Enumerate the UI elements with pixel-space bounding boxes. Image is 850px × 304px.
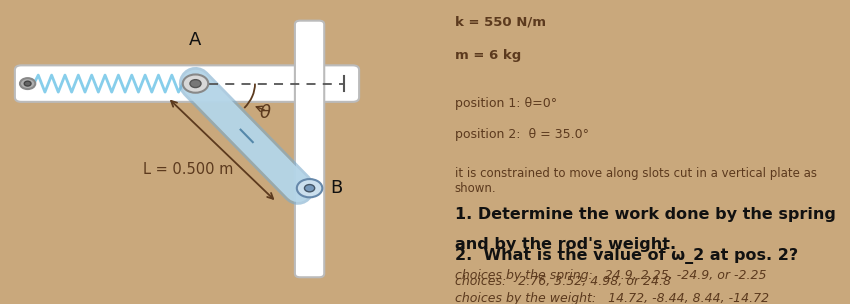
FancyBboxPatch shape [15,65,359,102]
Text: k = 550 N/m: k = 550 N/m [455,15,546,28]
Text: m = 6 kg: m = 6 kg [455,49,521,62]
Text: θ: θ [259,104,270,122]
Text: L = 0.500 m: L = 0.500 m [143,162,233,177]
Circle shape [190,80,201,88]
FancyBboxPatch shape [295,21,324,277]
Circle shape [183,74,208,93]
Text: choices by the weight:   14.72, -8.44, 8.44, -14.72: choices by the weight: 14.72, -8.44, 8.4… [455,292,769,304]
Text: position 2:  θ = 35.0°: position 2: θ = 35.0° [455,128,589,141]
Text: 2.  What is the value of ω_2 at pos. 2?: 2. What is the value of ω_2 at pos. 2? [455,248,798,264]
Circle shape [24,81,31,86]
Circle shape [20,78,36,89]
Circle shape [297,179,322,197]
Text: B: B [330,179,342,197]
Text: and by the rod's weight.: and by the rod's weight. [455,237,676,252]
Text: choices:   2.76, 3.52, 4.98, or 24.8: choices: 2.76, 3.52, 4.98, or 24.8 [455,275,671,288]
Text: position 1: θ=0°: position 1: θ=0° [455,97,557,110]
Text: A: A [190,31,201,49]
Text: choices by the spring:   24.9, 2.25, -24.9, or -2.25: choices by the spring: 24.9, 2.25, -24.9… [455,269,766,282]
Circle shape [304,185,314,192]
Text: 1. Determine the work done by the spring: 1. Determine the work done by the spring [455,207,836,222]
Text: it is constrained to move along slots cut in a vertical plate as shown.: it is constrained to move along slots cu… [455,167,817,195]
